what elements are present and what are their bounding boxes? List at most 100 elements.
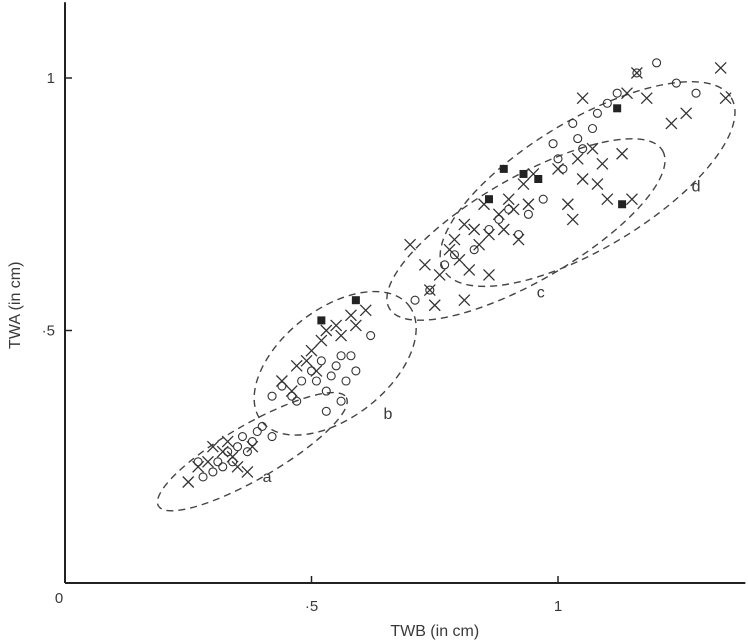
axis-ticks: ·5 1 ·5 1 xyxy=(42,70,563,615)
circle-marker xyxy=(242,447,252,457)
circle-marker xyxy=(311,376,321,386)
circle-marker xyxy=(213,457,223,467)
cross-marker xyxy=(448,233,461,246)
cross-marker xyxy=(315,334,328,347)
circle-marker xyxy=(247,437,257,447)
cross-marker xyxy=(571,152,584,165)
cross-marker xyxy=(561,198,574,211)
cross-marker xyxy=(630,66,643,79)
cross-marker xyxy=(586,142,599,155)
cross-marker xyxy=(497,223,510,236)
circle-marker xyxy=(341,376,351,386)
circle-marker xyxy=(587,123,598,134)
circle-marker xyxy=(494,214,504,224)
circle-marker xyxy=(326,371,336,381)
circle-marker xyxy=(573,134,583,144)
cross-marker xyxy=(640,92,653,105)
cross-marker xyxy=(522,198,535,211)
filled-square-marker xyxy=(613,104,622,113)
circle-marker xyxy=(578,144,588,154)
circle-marker xyxy=(267,431,277,442)
filled-square-marker xyxy=(519,169,528,178)
circle-marker xyxy=(252,426,262,437)
circle-marker xyxy=(228,457,238,467)
circle-marker xyxy=(267,391,277,401)
cross-marker xyxy=(418,258,431,271)
circle-marker xyxy=(558,164,568,174)
cross-marker xyxy=(576,92,589,105)
group-label-c: c xyxy=(537,285,545,302)
cross-marker xyxy=(483,268,495,281)
x-tick-label: 1 xyxy=(554,598,562,615)
circle-marker xyxy=(523,209,533,219)
cross-marker xyxy=(433,268,446,281)
circle-marker xyxy=(632,68,642,78)
cross-marker xyxy=(428,299,441,312)
x-tick-label: ·5 xyxy=(305,598,318,615)
cross-marker xyxy=(231,460,244,473)
filled-square-marker xyxy=(317,316,326,325)
filled-square-marker xyxy=(618,200,627,209)
circle-marker xyxy=(553,154,563,164)
circle-marker xyxy=(208,467,218,477)
cross-marker xyxy=(290,359,303,372)
circle-marker xyxy=(193,457,203,467)
group-label-b: b xyxy=(383,406,392,423)
group-ellipses xyxy=(156,81,736,512)
cross-marker xyxy=(473,238,486,251)
circle-marker xyxy=(548,139,558,149)
cross-marker xyxy=(344,309,357,322)
cross-marker xyxy=(601,193,614,206)
circle-marker xyxy=(287,391,297,401)
cross-marker xyxy=(714,61,727,74)
y-tick-label: 1 xyxy=(47,70,55,87)
y-axis-label: TWA (in cm) xyxy=(7,262,24,349)
circle-marker xyxy=(612,88,622,98)
circle-marker xyxy=(568,118,578,128)
cross-marker xyxy=(596,157,609,170)
circle-marker xyxy=(198,472,208,482)
cross-marker xyxy=(665,117,678,130)
cross-marker xyxy=(680,107,693,120)
circle-marker xyxy=(514,230,524,240)
circle-marker xyxy=(321,386,331,396)
circle-marker xyxy=(277,381,287,391)
group-ellipse-c xyxy=(386,138,666,321)
data-points xyxy=(182,58,732,488)
cross-marker xyxy=(719,92,732,105)
circle-marker xyxy=(691,88,701,98)
circle-marker xyxy=(410,295,420,305)
circle-marker xyxy=(671,78,681,88)
cross-marker xyxy=(300,354,313,367)
circle-marker xyxy=(306,366,317,376)
circle-marker xyxy=(297,376,307,386)
circle-marker xyxy=(237,431,248,442)
cross-marker xyxy=(241,465,254,478)
cross-marker xyxy=(443,243,456,256)
origin-label: 0 xyxy=(55,590,63,607)
cross-marker xyxy=(206,440,219,453)
filled-square-marker xyxy=(534,175,543,183)
cross-marker xyxy=(463,263,476,276)
x-axis-label: TWB (in cm) xyxy=(390,623,479,640)
cross-marker xyxy=(359,304,372,317)
circle-marker xyxy=(346,351,356,361)
cross-marker xyxy=(349,319,362,332)
cross-marker xyxy=(616,147,629,160)
circle-marker xyxy=(336,351,346,361)
circle-marker xyxy=(469,245,479,255)
group-labels: a b c d xyxy=(263,179,701,486)
cross-marker xyxy=(566,213,579,226)
cross-marker xyxy=(458,294,471,307)
circle-marker xyxy=(292,396,302,406)
cross-marker xyxy=(621,87,633,100)
group-ellipse-a xyxy=(156,391,348,512)
cross-marker xyxy=(453,253,466,266)
circle-marker xyxy=(538,194,548,204)
circle-marker xyxy=(425,285,435,295)
axes xyxy=(64,2,746,584)
filled-square-marker xyxy=(499,164,508,173)
filled-square-marker xyxy=(351,296,360,305)
cross-marker xyxy=(468,223,481,236)
